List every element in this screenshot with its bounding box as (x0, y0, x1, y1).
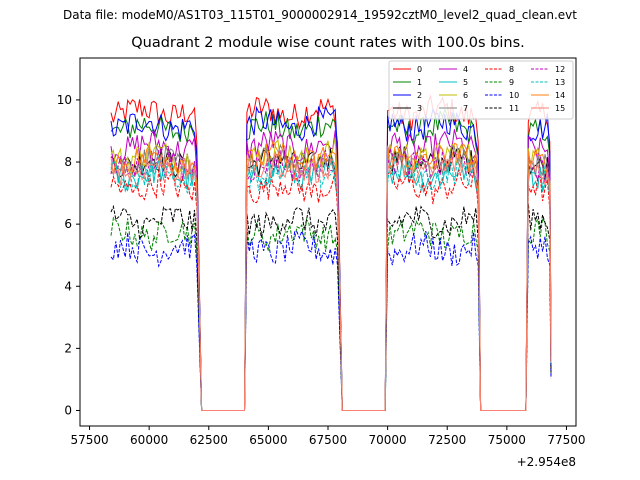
legend-label-14: 14 (555, 91, 565, 100)
x-tick-label: 65000 (249, 433, 287, 447)
legend-label-10: 10 (509, 91, 519, 100)
legend-label-2: 2 (417, 91, 422, 100)
x-offset-label: +2.954e8 (517, 455, 576, 469)
legend-box (388, 60, 574, 120)
series-line-7 (110, 143, 552, 411)
data-file-suptitle: Data file: modeM0/AS1T03_115T01_90000029… (63, 8, 577, 22)
y-tick-label: 6 (64, 217, 72, 231)
x-tick-label: 57500 (70, 433, 108, 447)
legend-label-12: 12 (555, 65, 565, 74)
y-tick-label: 0 (64, 403, 72, 417)
legend-label-8: 8 (509, 65, 514, 74)
series-line-14 (110, 139, 552, 411)
y-tick-label: 4 (64, 279, 72, 293)
x-tick-label: 62500 (190, 433, 228, 447)
series-line-4 (110, 129, 552, 411)
series-line-15 (110, 150, 552, 411)
legend-label-13: 13 (555, 78, 565, 87)
series-line-8 (110, 169, 552, 411)
series-line-12 (110, 148, 552, 411)
y-tick-label: 10 (57, 93, 72, 107)
y-tick-label: 2 (64, 341, 72, 355)
x-tick-label: 60000 (130, 433, 168, 447)
x-tick-label: 77500 (547, 433, 585, 447)
legend-label-3: 3 (417, 104, 422, 113)
x-tick-label: 72500 (428, 433, 466, 447)
series-line-1 (110, 107, 552, 411)
x-tick-label: 67500 (309, 433, 347, 447)
legend-label-5: 5 (463, 78, 468, 87)
x-tick-label: 70000 (369, 433, 407, 447)
series-line-6 (110, 137, 552, 411)
legend-label-7: 7 (463, 104, 468, 113)
series-line-3 (110, 144, 552, 411)
series-line-10 (110, 229, 552, 411)
legend-label-15: 15 (555, 104, 565, 113)
legend-label-11: 11 (509, 104, 519, 113)
chart-title: Quadrant 2 module wise count rates with … (131, 35, 525, 51)
legend-label-4: 4 (463, 65, 468, 74)
legend-label-1: 1 (417, 78, 422, 87)
series-line-5 (110, 157, 552, 411)
legend-label-6: 6 (463, 91, 468, 100)
series-line-0 (110, 93, 552, 411)
legend-label-0: 0 (417, 65, 422, 74)
series-line-11 (110, 203, 552, 411)
legend-label-9: 9 (509, 78, 514, 87)
series-line-9 (110, 216, 552, 411)
y-tick-label: 8 (64, 155, 72, 169)
x-tick-label: 75000 (488, 433, 526, 447)
